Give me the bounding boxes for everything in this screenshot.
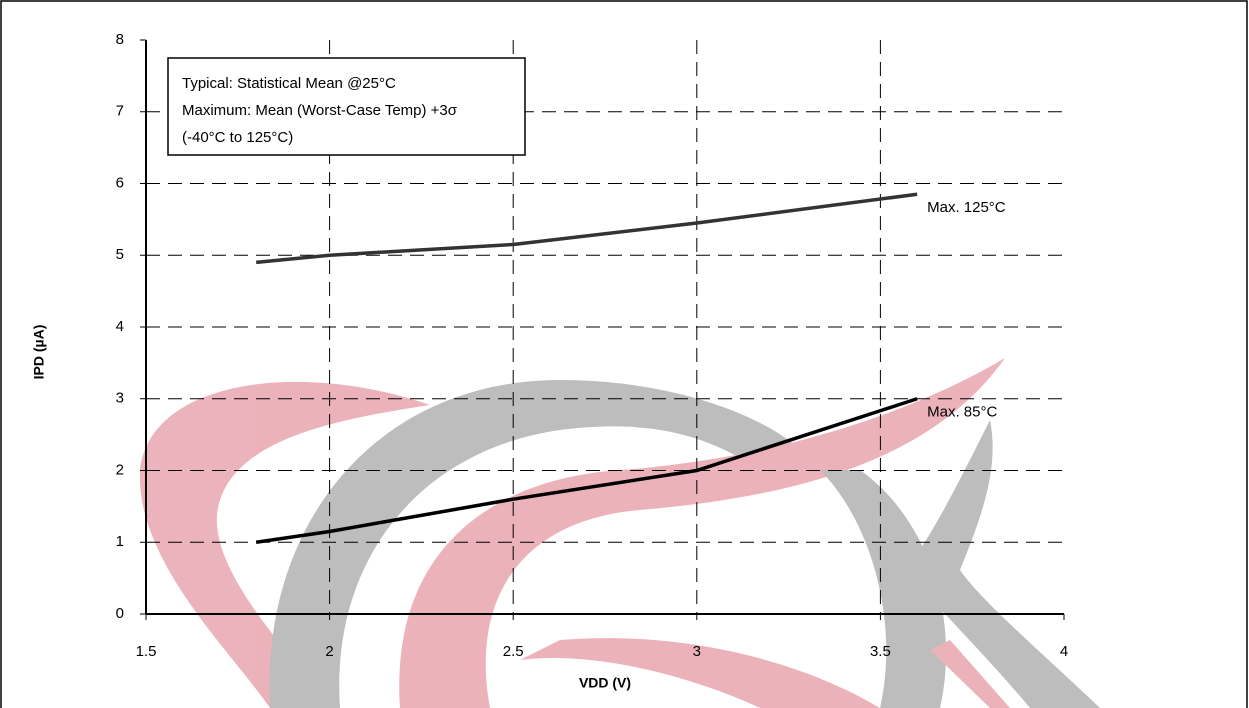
- annotation: Maximum: Mean (Worst-Case Temp) +3σ: [182, 102, 458, 119]
- annotation: Typical: Statistical Mean @25°C: [182, 75, 396, 92]
- y-tick-label: 7: [116, 103, 124, 120]
- y-tick-label: 2: [116, 461, 124, 478]
- watermark-swoosh: [399, 358, 1005, 708]
- y-tick-label: 0: [116, 605, 124, 622]
- y-axis-title: IPD (µA): [31, 325, 47, 380]
- y-tick-label: 4: [116, 318, 124, 335]
- x-tick-label: 1.5: [136, 643, 157, 660]
- watermark: [139, 358, 1100, 708]
- series-label: Max. 125°C: [927, 199, 1006, 216]
- x-tick-label: 4: [1060, 643, 1068, 660]
- series-line: [255, 192, 918, 265]
- annotation: (-40°C to 125°C): [182, 129, 293, 146]
- x-tick-label: 3: [693, 643, 701, 660]
- x-axis-title: VDD (V): [579, 675, 631, 691]
- x-tick-label: 2.5: [503, 643, 524, 660]
- series-label: Max. 85°C: [927, 404, 997, 421]
- watermark-arc: [905, 420, 1100, 708]
- watermark-swoosh: [930, 640, 1010, 708]
- x-tick-label: 3.5: [870, 643, 891, 660]
- watermark-arc: [269, 380, 800, 708]
- watermark-swoosh: [139, 381, 430, 708]
- y-tick-label: 1: [116, 533, 124, 550]
- y-tick-label: 3: [116, 390, 124, 407]
- watermark-swoosh: [520, 638, 880, 708]
- watermark-arc: [820, 470, 947, 708]
- y-tick-label: 6: [116, 174, 124, 191]
- series-line: [255, 397, 918, 544]
- x-tick-label: 2: [325, 643, 333, 660]
- legend-box: [167, 57, 526, 156]
- y-tick-label: 8: [116, 31, 124, 48]
- y-tick-label: 5: [116, 246, 124, 263]
